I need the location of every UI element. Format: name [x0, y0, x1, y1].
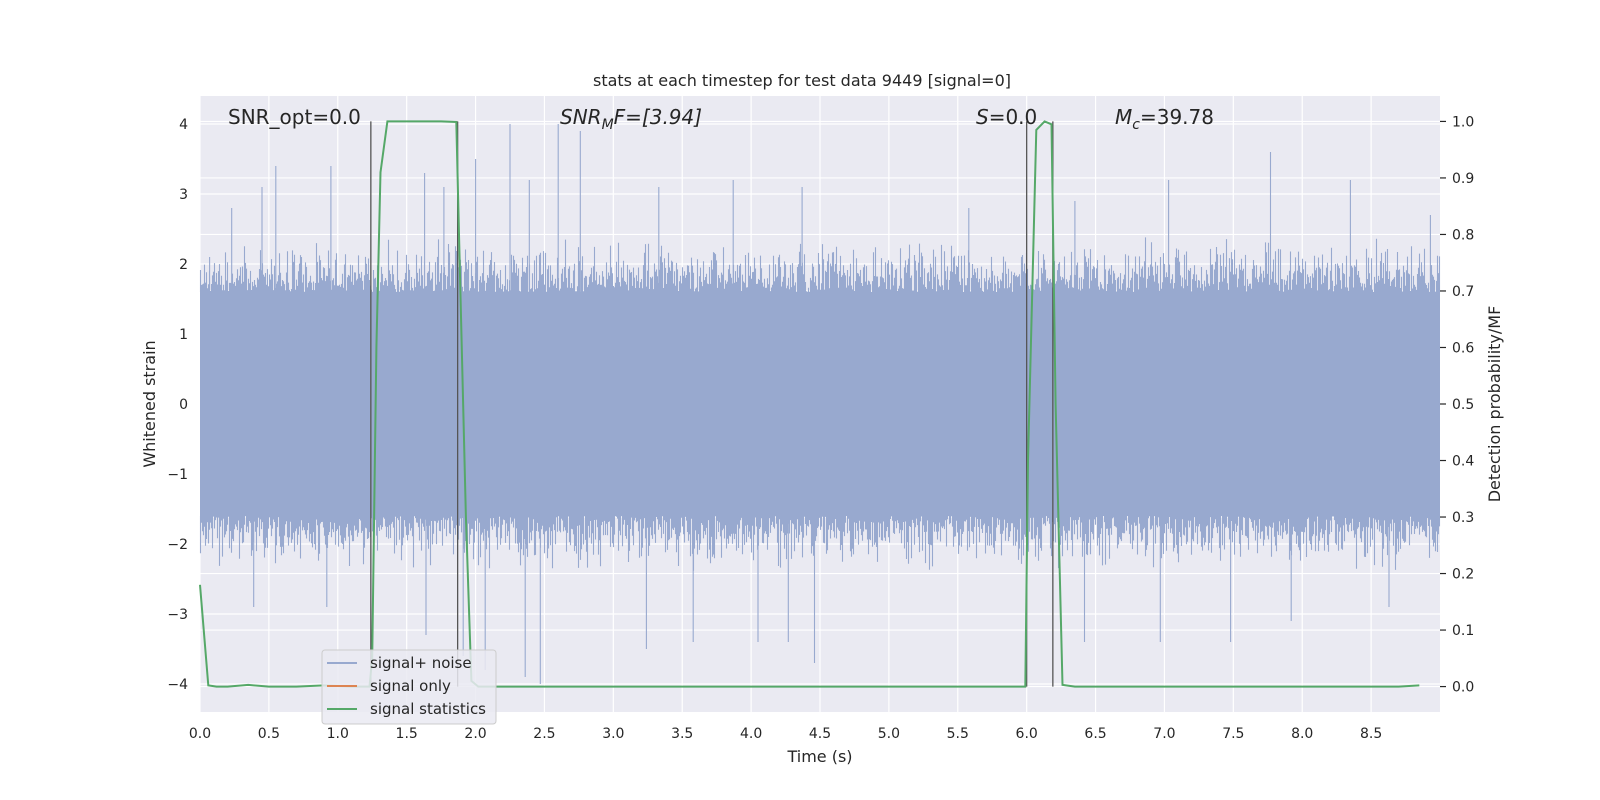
y-tick-label: 3 [179, 187, 188, 203]
snr-mf-base: SNR [560, 105, 602, 129]
x-tick-label: 7.0 [1153, 726, 1175, 742]
y-tick-label: −4 [167, 677, 188, 693]
s-value: =0.0 [989, 105, 1038, 129]
y2-axis-ticks: 1.0 0.9 0.8 0.7 0.6 0.5 0.4 0.3 0.2 0.1 0.0 [1440, 114, 1474, 696]
x-tick-label: 2.5 [533, 726, 555, 742]
y2-axis-label: Detection probability/MF [1485, 306, 1504, 503]
s-label: S [976, 105, 989, 129]
x-tick-label: 8.0 [1291, 726, 1313, 742]
snr-mf-rest: F=[3.94] [614, 105, 702, 129]
y2-tick-label: 0.9 [1452, 171, 1474, 187]
x-tick-label: 1.0 [327, 726, 349, 742]
x-tick-label: 6.5 [1084, 726, 1106, 742]
y-tick-label: 2 [179, 257, 188, 273]
y2-tick-label: 0.8 [1452, 227, 1474, 243]
mc-annotation: Mc=39.78 [1115, 105, 1214, 133]
x-tick-label: 4.0 [740, 726, 762, 742]
y-axis-ticks: 4 3 2 1 0 −1 −2 −3 −4 [167, 117, 188, 693]
y-axis-label: Whitened strain [140, 340, 159, 467]
snr-opt-annotation: SNR_opt=0.0 [228, 105, 361, 129]
legend-label-signal-only: signal only [370, 677, 451, 695]
mc-value: =39.78 [1140, 105, 1214, 129]
signal-plus-noise-series [199, 124, 1441, 684]
chart-title: stats at each timestep for test data 944… [593, 71, 1011, 90]
y-tick-label: 0 [179, 397, 188, 413]
x-tick-label: 3.0 [602, 726, 624, 742]
x-tick-label: 2.0 [464, 726, 486, 742]
x-tick-label: 0.5 [258, 726, 280, 742]
legend-label-signal-statistics: signal statistics [370, 700, 486, 718]
y2-tick-label: 0.6 [1452, 340, 1474, 356]
legend-box [321, 649, 497, 725]
x-tick-label: 8.5 [1360, 726, 1382, 742]
x-tick-label: 3.5 [671, 726, 693, 742]
y2-tick-label: 0.7 [1452, 284, 1474, 300]
x-axis-ticks: 0.0 0.5 1.0 1.5 2.0 2.5 3.0 3.5 4.0 4.5 5.0 5.5 6.0 6… [189, 726, 1382, 742]
y-tick-label: −1 [167, 467, 188, 483]
y2-tick-label: 0.2 [1452, 567, 1474, 583]
snr-mf-sub: M [602, 117, 614, 133]
signal-statistics-series [199, 120, 1420, 688]
legend: signal+ noise signal only signal statist… [321, 649, 497, 725]
y2-tick-label: 0.3 [1452, 510, 1474, 526]
x-tick-label: 4.5 [809, 726, 831, 742]
signal-statistics-line [199, 120, 1420, 688]
noise-spikes [199, 124, 1441, 684]
mc-sub: c [1132, 117, 1140, 133]
legend-label-signal-noise: signal+ noise [370, 654, 472, 672]
y-tick-label: 1 [179, 327, 188, 343]
x-tick-label: 6.0 [1016, 726, 1038, 742]
x-tick-label: 1.5 [396, 726, 418, 742]
x-tick-label: 7.5 [1222, 726, 1244, 742]
mc-base: M [1115, 105, 1132, 129]
x-tick-label: 0.0 [189, 726, 211, 742]
y2-tick-label: 0.0 [1452, 680, 1474, 696]
y2-tick-label: 1.0 [1452, 114, 1474, 130]
y2-tick-label: 0.1 [1452, 623, 1474, 639]
x-tick-label: 5.5 [947, 726, 969, 742]
y-tick-label: 4 [179, 117, 188, 133]
y2-tick-label: 0.5 [1452, 397, 1474, 413]
s-annotation: S=0.0 [976, 105, 1037, 129]
y-tick-label: −3 [167, 607, 188, 623]
snr-mf-annotation: SNRMF=[3.94] [560, 105, 702, 133]
x-axis-label: Time (s) [786, 747, 852, 766]
x-tick-label: 5.0 [878, 726, 900, 742]
y2-tick-label: 0.4 [1452, 454, 1474, 470]
noise-core-band [200, 292, 1440, 516]
y-tick-label: −2 [167, 537, 188, 553]
